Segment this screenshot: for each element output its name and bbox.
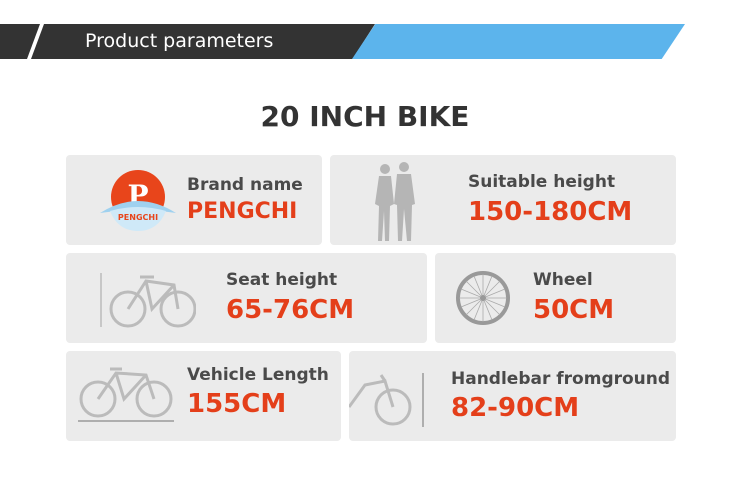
wheel-icon [456,271,510,325]
spec-card-handlebar: Handlebar fromground 82-90CM [349,351,676,441]
spec-card-vehicle-length: Vehicle Length 155CM [66,351,341,441]
spec-label: Seat height [226,270,338,290]
header-banner-dark [0,24,375,59]
svg-text:PENGCHI: PENGCHI [118,213,158,222]
spec-label: Suitable height [468,172,616,192]
bike-seat-height-icon [100,273,196,328]
spec-card-seat-height: Seat height 65-76CM [66,253,427,343]
spec-value: PENGCHI [187,199,298,224]
bike-handlebar-height-icon [349,373,424,427]
spec-label: Vehicle Length [187,365,329,385]
page-title: 20 INCH BIKE [260,100,470,133]
spec-card-height: Suitable height 150-180CM [330,155,676,245]
bike-length-icon [78,367,174,422]
header-banner-blue [352,24,685,59]
spec-value: 65-76CM [226,295,355,325]
spec-label: Brand name [187,175,303,195]
spec-value: 82-90CM [451,393,580,423]
spec-value: 150-180CM [468,197,633,227]
header-title: Product parameters [85,30,274,52]
spec-value: 50CM [533,295,615,325]
spec-card-brand: P PENGCHI Brand name PENGCHI [66,155,322,245]
spec-value: 155CM [187,389,287,419]
spec-label: Handlebar fromground [451,369,671,389]
brand-logo: P PENGCHI [100,170,176,231]
spec-label: Wheel [533,270,593,290]
couple-silhouette-icon [375,162,415,241]
spec-card-wheel: Wheel 50CM [435,253,676,343]
